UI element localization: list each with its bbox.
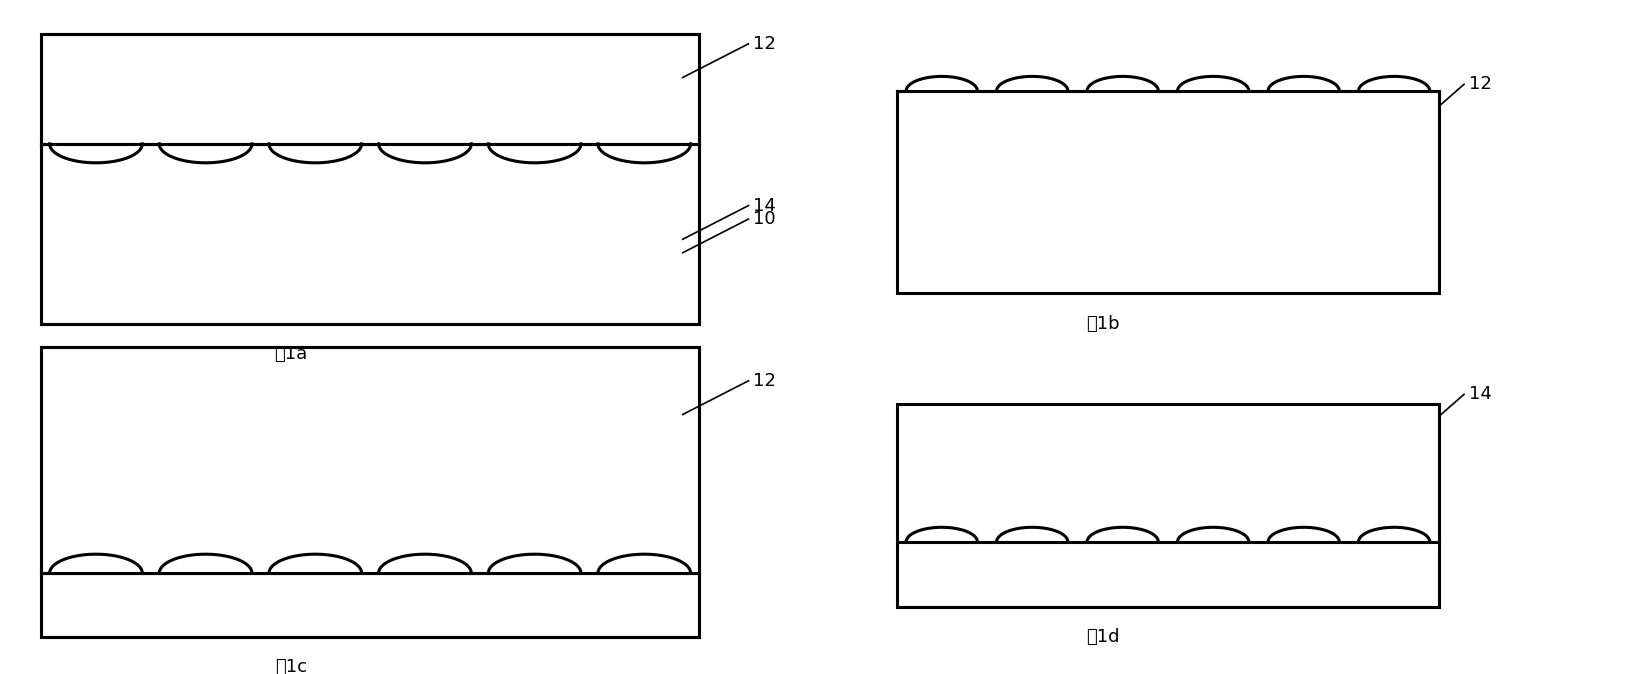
Polygon shape	[997, 527, 1068, 542]
Text: 12: 12	[1469, 75, 1492, 93]
Polygon shape	[489, 144, 581, 163]
Text: 图1b: 图1b	[1086, 315, 1120, 332]
Bar	[41, 34, 699, 324]
Polygon shape	[906, 527, 977, 542]
Polygon shape	[1268, 527, 1339, 542]
Polygon shape	[1087, 76, 1158, 91]
Polygon shape	[599, 554, 691, 573]
Bar	[41, 347, 699, 573]
Text: 14: 14	[753, 197, 776, 214]
Text: 14: 14	[1469, 386, 1492, 403]
Polygon shape	[49, 144, 141, 163]
Text: 12: 12	[753, 35, 776, 53]
Polygon shape	[1268, 76, 1339, 91]
Polygon shape	[270, 144, 362, 163]
Bar	[41, 34, 699, 144]
Text: 图1c: 图1c	[275, 658, 308, 674]
Polygon shape	[599, 144, 691, 163]
Bar	[41, 347, 699, 637]
Polygon shape	[906, 76, 977, 91]
Polygon shape	[1178, 527, 1249, 542]
Polygon shape	[1359, 76, 1430, 91]
Polygon shape	[378, 144, 470, 163]
Polygon shape	[160, 554, 252, 573]
Text: 图1d: 图1d	[1086, 628, 1120, 646]
Bar	[897, 404, 1439, 607]
Polygon shape	[160, 144, 252, 163]
Polygon shape	[1178, 76, 1249, 91]
Bar	[897, 91, 1439, 293]
Text: 图1a: 图1a	[275, 345, 308, 363]
Polygon shape	[378, 554, 470, 573]
Polygon shape	[489, 554, 581, 573]
Bar	[41, 573, 699, 637]
Bar	[41, 144, 699, 324]
Polygon shape	[49, 554, 141, 573]
Polygon shape	[1359, 527, 1430, 542]
Text: 10: 10	[753, 210, 776, 228]
Polygon shape	[270, 554, 362, 573]
Polygon shape	[997, 76, 1068, 91]
Polygon shape	[1087, 527, 1158, 542]
Text: 12: 12	[753, 372, 776, 390]
